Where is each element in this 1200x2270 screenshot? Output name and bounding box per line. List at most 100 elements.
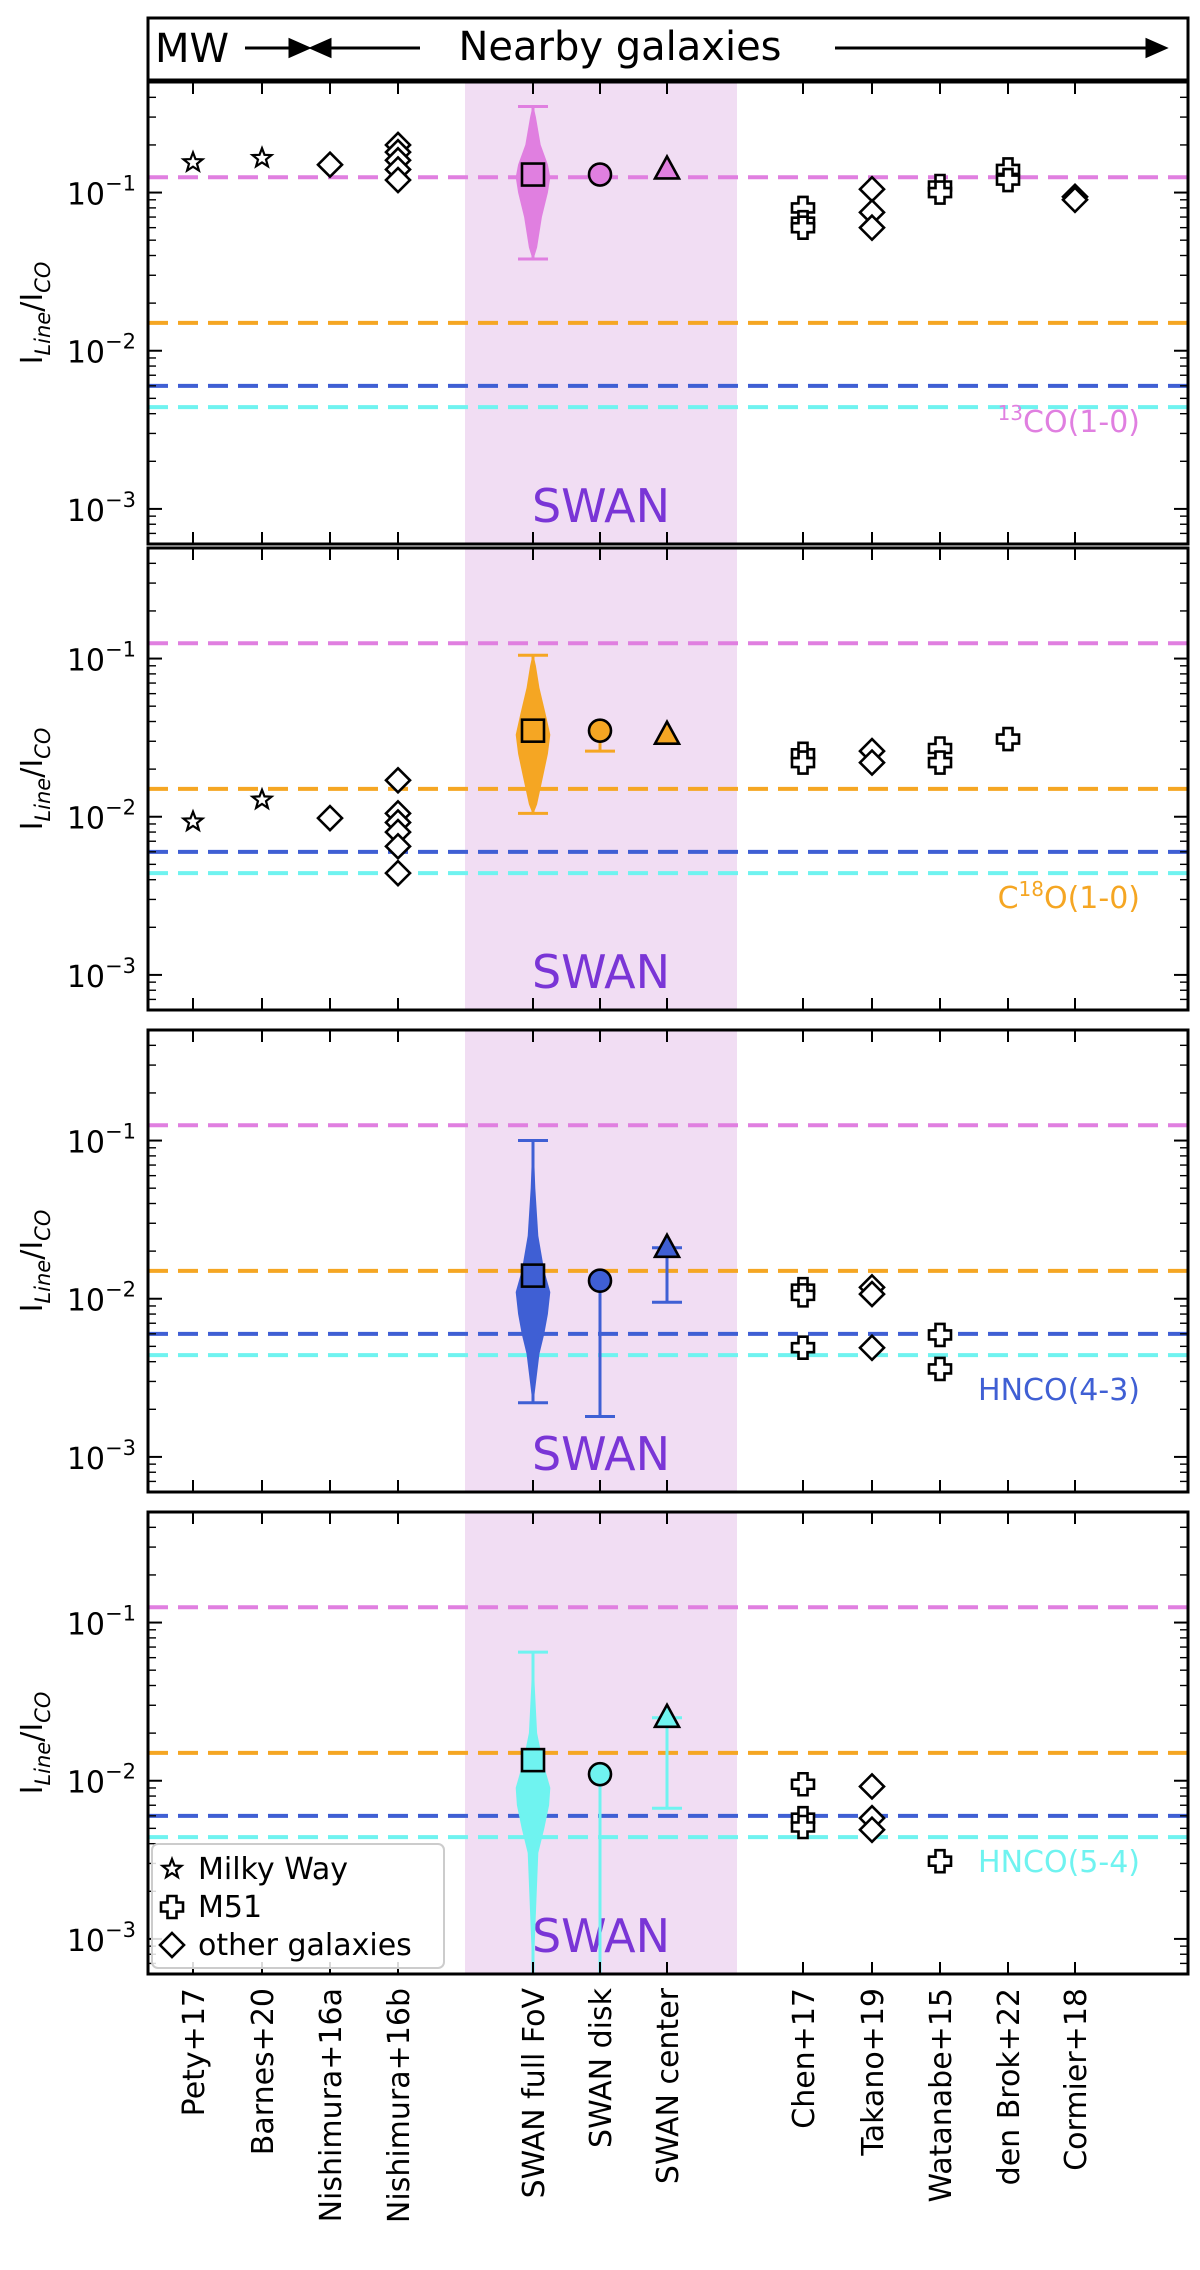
y-tick-label: 10−3 [67,1918,136,1959]
plus-marker [790,215,816,240]
swan-center-marker [652,1232,682,1259]
diamond-marker [384,166,412,194]
swan-full-fov-marker [520,718,546,743]
swan-label: SWAN [532,479,670,533]
swan-full-fov-marker [520,1747,546,1773]
plus-marker [927,1848,953,1874]
y-tick-label: 10−2 [67,1278,136,1319]
category-label: SWAN center [651,1987,686,2184]
plus-marker [790,1335,816,1361]
swan-disk-marker [587,162,613,187]
line-label: HNCO(5-4) [978,1845,1140,1880]
header-mw-label: MW [155,26,229,72]
diamond-marker [1061,185,1089,214]
swan-center-marker [652,1702,682,1729]
star-marker [249,145,275,169]
nearby-right-arrow-head [1145,37,1169,59]
category-label: Chen+17 [787,1988,822,2129]
line-label: HNCO(4-3) [978,1373,1140,1408]
diamond-marker [316,804,344,832]
y-tick-label: 10−3 [67,488,136,529]
swan-full-fov-marker [520,1263,546,1288]
star-marker [249,786,275,811]
y-axis-label: ILine/ICO [15,1692,55,1795]
legend-diamond-icon [158,1931,186,1959]
diamond-marker [858,175,886,204]
nearby-left-arrow-head [308,37,332,59]
category-label: Barnes+20 [246,1988,281,2155]
category-label: SWAN full FoV [517,1988,552,2199]
swan-band [465,82,737,544]
plus-marker [995,726,1021,752]
swan-center-marker [652,153,682,180]
y-tick-label: 10−1 [67,1602,136,1643]
header: MW Nearby galaxies [146,16,1190,82]
diamond-marker [858,1815,886,1844]
plus-marker [790,1814,816,1840]
swan-full-fov-marker [520,162,546,187]
legend-label: other galaxies [198,1928,412,1963]
category-label: Pety+17 [177,1988,212,2116]
diamond-marker [858,1280,886,1308]
category-label: den Brok+22 [992,1988,1027,2185]
star-marker [180,149,206,174]
diamond-marker [858,213,886,242]
y-tick-label: 10−1 [67,172,136,213]
category-labels: Pety+17 Barnes+20 Nishimura+16a Nishimura+1… [177,1987,1094,2223]
y-tick-label: 10−3 [67,954,136,995]
panel-c18o: SWAN C18O(1-0) 10−1 10−2 10−3 ILine/ICO [15,546,1190,1012]
diamond-marker [384,859,412,887]
line-label: 13CO(1-0) [998,401,1140,440]
swan-label: SWAN [532,1427,670,1481]
header-arrows [245,37,1169,59]
diamond-marker [858,1772,886,1801]
panel-hnco43: SWAN HNCO(4-3) 10−1 10−2 10−3 ILine/ICO [15,1028,1190,1494]
diamond-marker [858,1333,886,1362]
y-tick-label: 10−1 [67,638,136,679]
panel-hnco54: SWANHNCO(5-4)10−110−210−3ILine/ICOMilky … [15,1510,1190,1976]
plus-marker [927,1322,953,1348]
plus-marker [790,750,816,775]
diamond-marker [384,832,412,861]
panels: SWAN 13CO(1-0) 10−1 10−2 10−3 ILine/ICO SWAN C1… [15,80,1190,1976]
category-label: Cormier+18 [1059,1988,1094,2171]
y-tick-label: 10−3 [67,1436,136,1477]
y-axis-label: ILine/ICO [15,1210,55,1313]
plus-marker [790,1283,816,1308]
legend-label: Milky Way [198,1852,348,1887]
plus-marker [927,180,953,205]
line-label: C18O(1-0) [998,877,1140,916]
y-tick-label: 10−2 [67,796,136,837]
y-tick-label: 10−2 [67,330,136,371]
y-axis-label: ILine/ICO [15,262,55,365]
panel-13co: SWAN 13CO(1-0) 10−1 10−2 10−3 ILine/ICO [15,80,1190,546]
plus-marker [790,1771,816,1797]
category-label: SWAN disk [584,1987,619,2148]
y-tick-label: 10−2 [67,1760,136,1801]
legend-label: M51 [198,1890,262,1925]
diamond-marker [316,150,344,179]
diamond-marker [858,748,886,777]
category-label: Nishimura+16a [314,1988,349,2222]
legend-plus-icon [159,1894,185,1920]
swan-disk-marker [587,718,613,743]
swan-band [465,548,737,1010]
swan-band [465,1030,737,1492]
header-frame [146,16,1190,82]
plus-marker [995,167,1021,193]
legend-star-icon [159,1855,185,1880]
star-marker [180,808,206,833]
header-nearby-label: Nearby galaxies [458,24,781,70]
plus-marker [927,750,953,775]
y-axis-label: ILine/ICO [15,728,55,831]
swan-center-marker [652,719,682,746]
legend-frame [151,1843,445,1969]
y-tick-label: 10−1 [67,1120,136,1161]
swan-disk-marker [587,1268,613,1294]
category-label: Nishimura+16b [382,1988,417,2223]
category-label: Takano+19 [856,1988,891,2157]
swan-disk-marker [587,1761,613,1787]
diamond-marker [384,766,412,795]
plus-marker [927,1356,953,1382]
